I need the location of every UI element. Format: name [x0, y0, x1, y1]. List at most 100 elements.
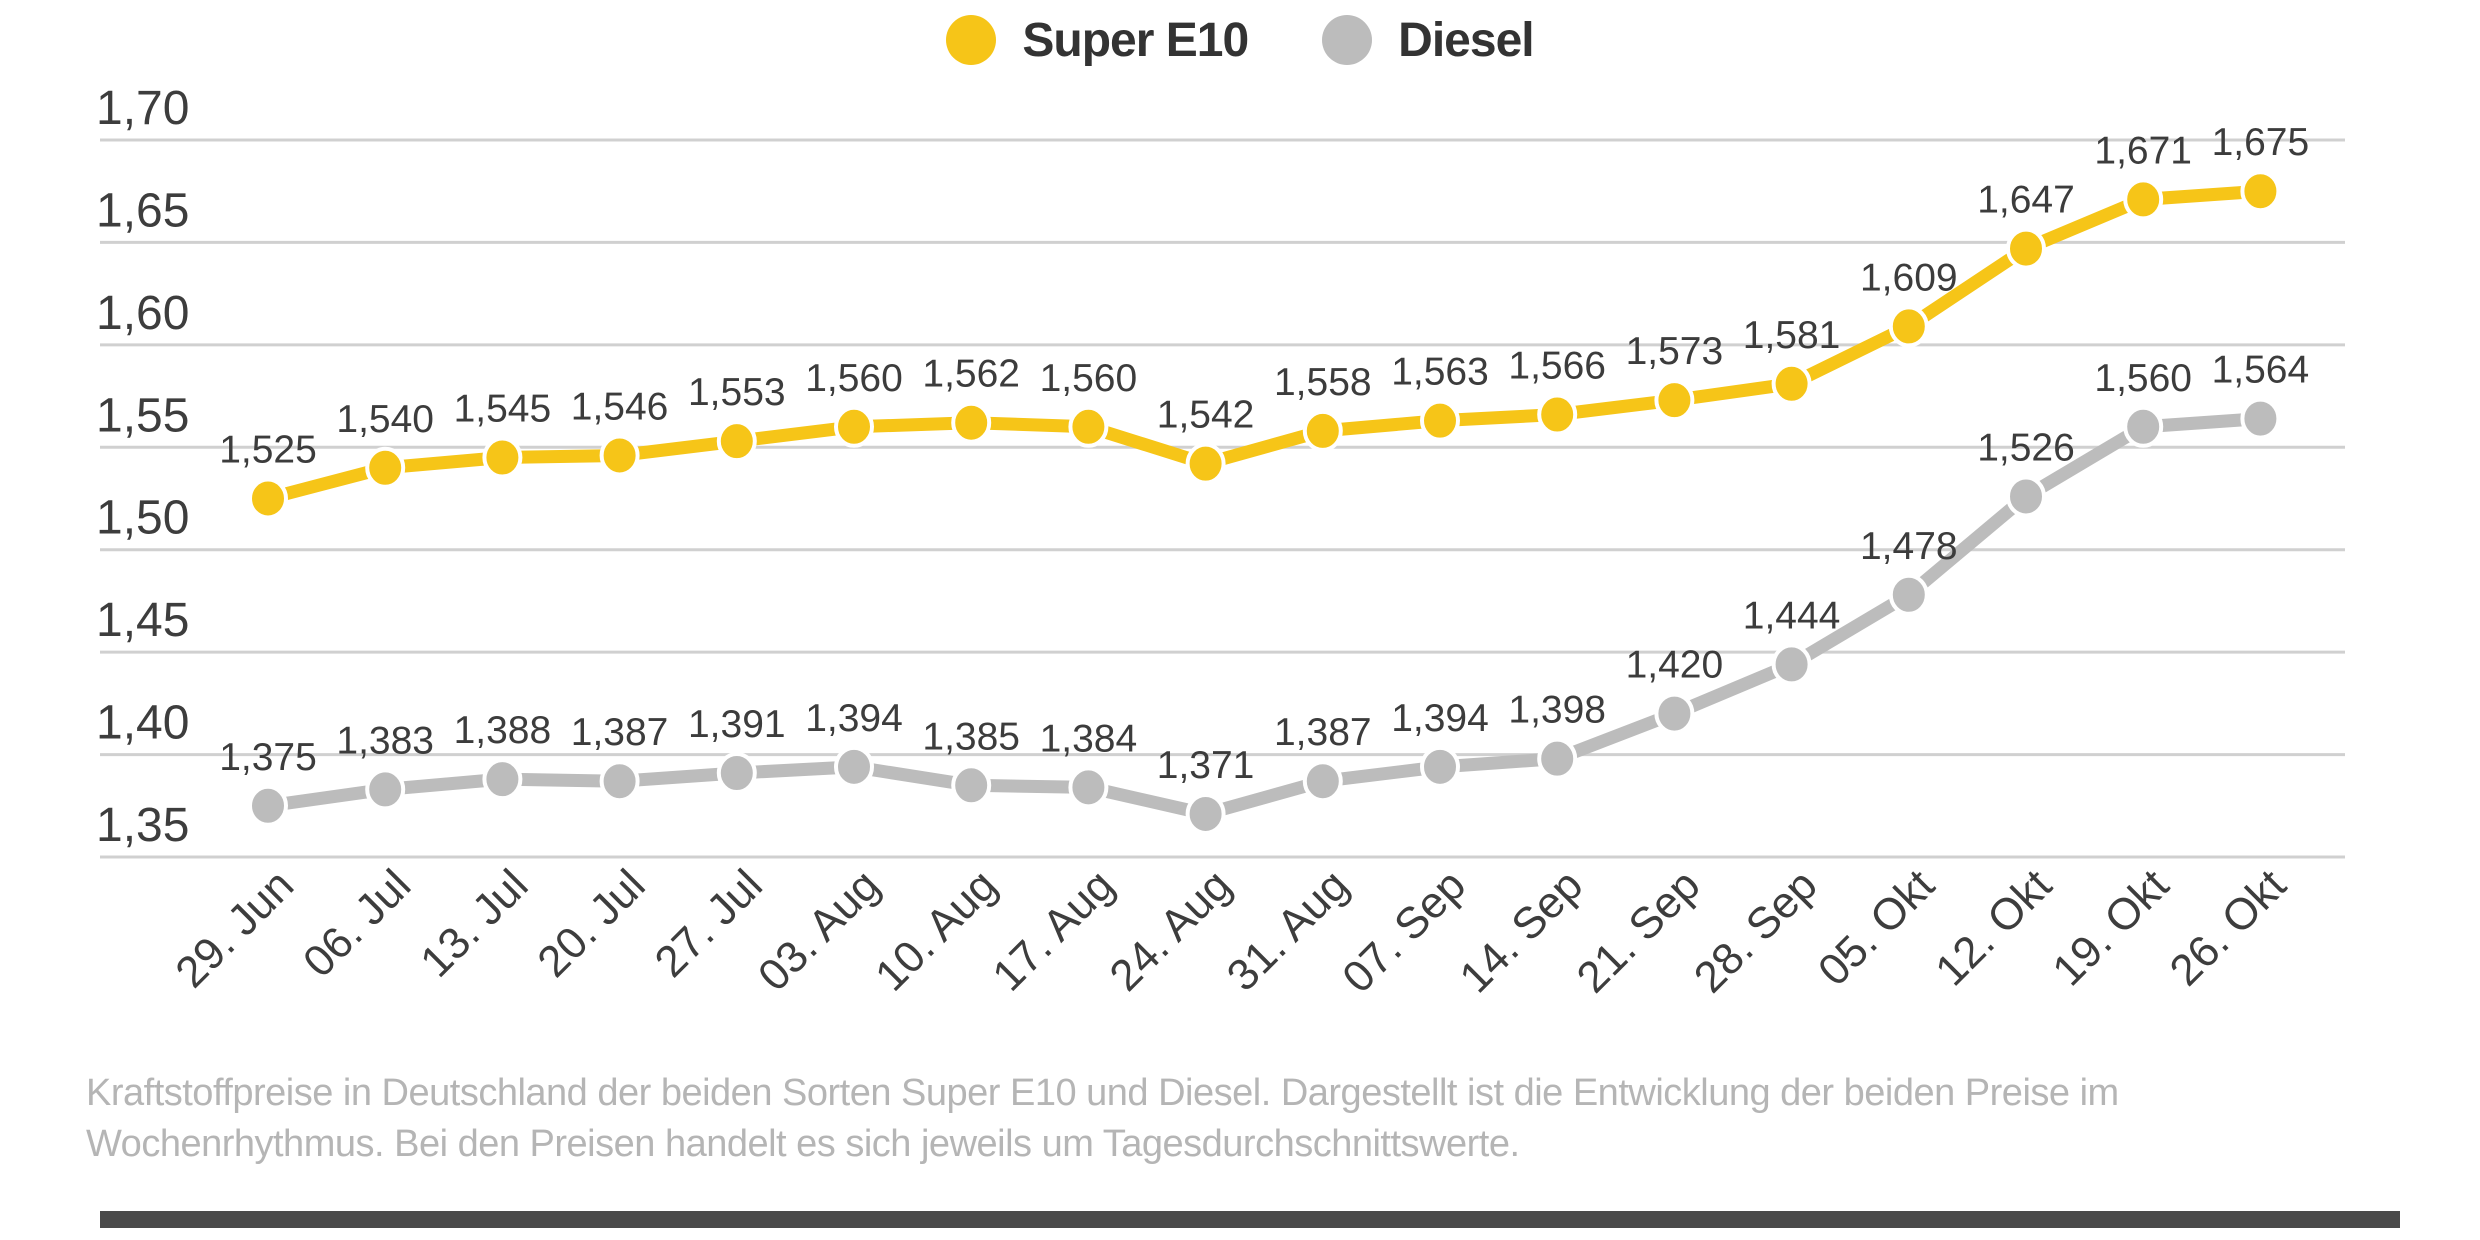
data-point: [951, 764, 992, 807]
data-point-label: 1,581: [1743, 314, 1841, 357]
x-tick-label: 10. Aug: [866, 860, 1006, 1000]
data-point-label: 1,564: [2212, 349, 2310, 392]
data-point-label: 1,562: [922, 353, 1020, 396]
data-point-label: 1,444: [1743, 594, 1841, 637]
x-tick-label: 17. Aug: [983, 860, 1123, 1000]
x-tick-label: 31. Aug: [1218, 860, 1358, 1000]
x-tick-label: 06. Jul: [294, 860, 420, 986]
data-point: [1537, 393, 1578, 436]
x-tick-label: 20. Jul: [528, 860, 654, 986]
data-point: [1888, 573, 1929, 616]
x-tick-label: 14. Sep: [1450, 860, 1592, 1002]
data-point: [2006, 475, 2046, 518]
data-point: [1068, 766, 1109, 809]
data-point: [1302, 409, 1343, 452]
data-point: [482, 758, 523, 801]
data-point-label: 1,371: [1157, 744, 1255, 787]
x-tick-label: 29. Jun: [166, 860, 303, 997]
data-point-label: 1,384: [1040, 717, 1138, 760]
bottom-bar: [100, 1211, 2400, 1228]
data-point-label: 1,387: [571, 711, 669, 754]
data-point: [716, 420, 757, 463]
data-point: [834, 405, 874, 448]
x-tick-label: 24. Aug: [1100, 860, 1240, 1000]
data-point-label: 1,545: [454, 388, 552, 431]
x-tick-label: 05. Okt: [1809, 860, 1944, 995]
data-point: [1302, 760, 1343, 803]
data-point: [1888, 305, 1929, 348]
data-point: [599, 434, 640, 477]
caption-line-1: Kraftstoffpreise in Deutschland der beid…: [86, 1072, 2119, 1114]
legend-item-super-e10: Super E10: [946, 13, 1249, 68]
data-point: [2240, 170, 2281, 213]
data-point-label: 1,573: [1626, 330, 1724, 373]
x-tick-label: 12. Okt: [1926, 860, 2061, 995]
y-tick-label: 1,55: [96, 389, 189, 442]
x-tick-label: 19. Okt: [2043, 860, 2178, 995]
data-point-label: 1,553: [688, 371, 786, 414]
data-point: [1420, 399, 1460, 442]
data-point-label: 1,558: [1274, 361, 1372, 404]
data-point-label: 1,563: [1391, 351, 1489, 394]
data-point-label: 1,560: [805, 357, 903, 400]
data-point: [2006, 227, 2046, 270]
data-point: [1654, 379, 1695, 422]
legend-label-diesel: Diesel: [1398, 13, 1534, 67]
y-tick-label: 1,45: [96, 594, 189, 647]
data-point-label: 1,394: [1391, 697, 1489, 740]
data-point: [1420, 745, 1460, 788]
legend-label-super-e10: Super E10: [1022, 13, 1249, 67]
data-point: [1185, 442, 1226, 485]
y-tick-label: 1,65: [96, 184, 189, 237]
data-point-label: 1,675: [2212, 121, 2310, 164]
legend-dot-super-e10-icon: [946, 15, 997, 65]
x-tick-label: 03. Aug: [749, 860, 889, 1000]
data-point-label: 1,420: [1626, 644, 1724, 687]
data-point-label: 1,560: [1040, 357, 1138, 400]
data-point-label: 1,398: [1508, 689, 1606, 732]
data-point: [1185, 792, 1226, 835]
data-point: [1771, 362, 1812, 405]
data-point-label: 1,566: [1508, 345, 1606, 388]
data-point: [365, 446, 406, 489]
legend-dot-diesel-icon: [1322, 15, 1373, 65]
data-point-label: 1,525: [219, 429, 317, 472]
data-point: [1771, 643, 1812, 686]
y-tick-label: 1,50: [96, 492, 189, 545]
data-point: [2123, 405, 2164, 448]
y-tick-label: 1,40: [96, 697, 189, 750]
data-point: [248, 784, 288, 827]
data-point-label: 1,385: [922, 715, 1020, 758]
data-point-label: 1,388: [454, 709, 552, 752]
x-tick-label: 28. Sep: [1685, 860, 1827, 1002]
data-point-label: 1,478: [1860, 525, 1958, 568]
data-point-label: 1,647: [1977, 179, 2075, 222]
data-point-label: 1,609: [1860, 256, 1958, 299]
data-point: [951, 401, 992, 444]
data-point: [834, 745, 874, 788]
chart-legend: Super E10 Diesel: [0, 10, 2480, 70]
data-point-label: 1,560: [2094, 357, 2192, 400]
data-point-label: 1,540: [336, 398, 434, 441]
data-point-label: 1,391: [688, 703, 786, 746]
y-tick-label: 1,70: [96, 82, 189, 135]
data-point-label: 1,671: [2094, 129, 2192, 172]
chart-caption: Kraftstoffpreise in Deutschland der beid…: [86, 1068, 2406, 1170]
x-tick-label: 07. Sep: [1333, 860, 1475, 1002]
data-point: [716, 752, 757, 795]
data-point-label: 1,387: [1274, 711, 1372, 754]
data-point-label: 1,546: [571, 385, 669, 428]
data-point: [248, 477, 288, 520]
x-tick-label: 21. Sep: [1568, 860, 1710, 1002]
data-point-label: 1,375: [219, 736, 317, 779]
data-point-label: 1,542: [1157, 394, 1255, 437]
data-point: [482, 436, 523, 479]
data-point-label: 1,383: [336, 719, 434, 762]
y-tick-label: 1,35: [96, 799, 189, 852]
y-tick-label: 1,60: [96, 287, 189, 340]
x-tick-label: 26. Okt: [2161, 860, 2296, 995]
caption-line-2: Wochenrhythmus. Bei den Preisen handelt …: [86, 1123, 1520, 1165]
data-point: [365, 768, 406, 811]
